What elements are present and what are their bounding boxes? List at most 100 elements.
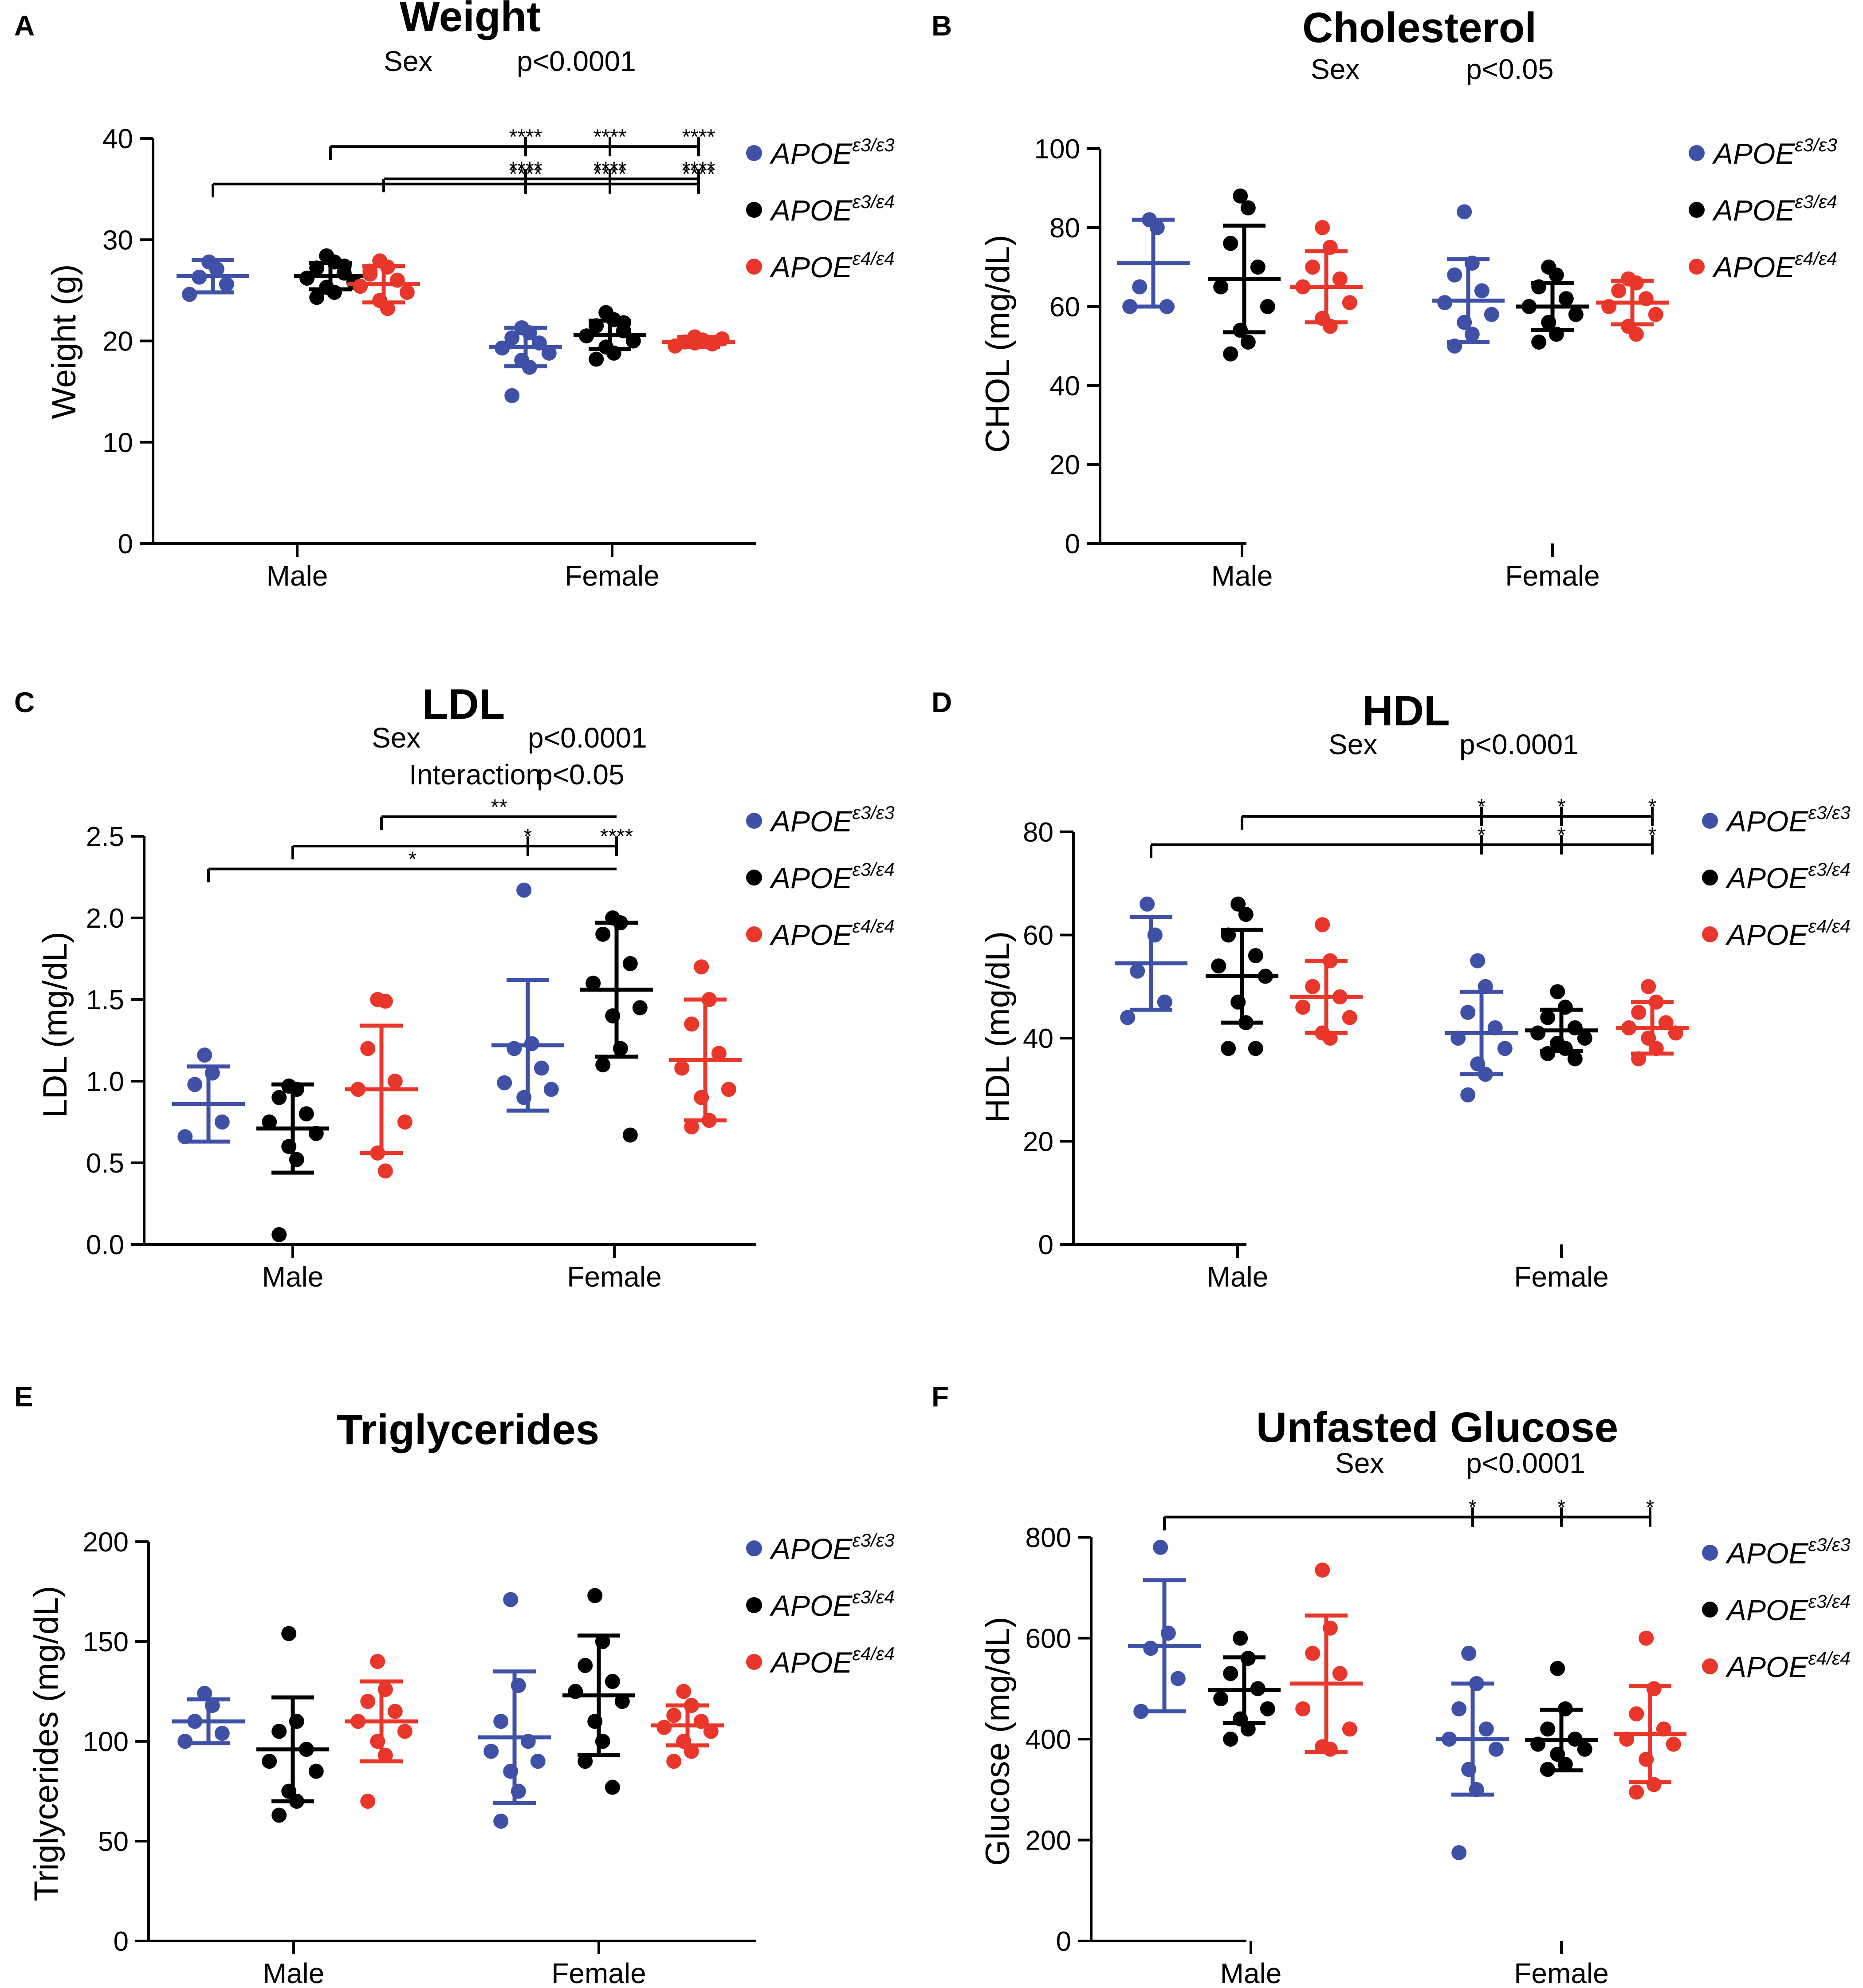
legend-marker bbox=[1702, 1602, 1718, 1618]
data-point bbox=[578, 1658, 593, 1673]
legend-marker bbox=[1702, 1658, 1718, 1674]
legend-item: APOEε3/ε3 bbox=[746, 802, 895, 838]
data-point bbox=[397, 1114, 413, 1130]
data-point bbox=[1577, 1741, 1592, 1757]
significance-stars: **** bbox=[509, 163, 542, 186]
legend-label-base: APOE bbox=[1725, 805, 1808, 838]
legend-label-superscript: ε3/ε4 bbox=[852, 859, 894, 880]
data-point bbox=[271, 1724, 287, 1739]
data-point bbox=[1305, 1646, 1321, 1661]
legend-label: APOEε3/ε4 bbox=[1725, 1591, 1851, 1626]
panel-letter: D bbox=[932, 686, 952, 718]
y-tick-label: 0.0 bbox=[86, 1230, 124, 1260]
y-tick-label: 100 bbox=[83, 1727, 129, 1757]
legend-item: APOEε3/ε3 bbox=[1702, 1534, 1851, 1570]
series-group bbox=[669, 959, 742, 1135]
data-point bbox=[387, 1704, 403, 1719]
data-point bbox=[197, 1047, 212, 1063]
series-group bbox=[1290, 220, 1363, 334]
data-point bbox=[1223, 1732, 1238, 1747]
data-point bbox=[360, 1694, 376, 1709]
data-point bbox=[1342, 295, 1357, 311]
data-point bbox=[1568, 307, 1584, 322]
significance-bracket: **** **** **** bbox=[329, 125, 715, 160]
y-tick-label: 20 bbox=[102, 327, 133, 357]
y-tick-label: 80 bbox=[1049, 213, 1080, 244]
legend-item: APOEε3/ε3 bbox=[746, 134, 895, 170]
series-group bbox=[1516, 260, 1589, 350]
y-tick-label: 200 bbox=[83, 1527, 129, 1558]
x-tick-label: Male bbox=[1211, 560, 1273, 592]
data-point bbox=[1488, 1741, 1504, 1757]
legend-marker bbox=[746, 870, 762, 886]
legend-label: APOEε3/ε4 bbox=[1712, 191, 1837, 227]
x-tick-label: Female bbox=[565, 560, 659, 592]
data-point bbox=[622, 956, 638, 972]
legend-label-superscript: ε4/ε4 bbox=[852, 1643, 894, 1664]
data-point bbox=[1223, 1666, 1238, 1681]
data-point bbox=[1305, 260, 1321, 275]
y-tick-label: 40 bbox=[102, 124, 133, 154]
data-point bbox=[1461, 1646, 1477, 1661]
series-group bbox=[489, 320, 562, 403]
x-tick-label: Female bbox=[1514, 1957, 1608, 1988]
data-point bbox=[262, 1114, 277, 1130]
data-point bbox=[1211, 958, 1226, 974]
series-group bbox=[1208, 188, 1281, 362]
stat-label: Sex bbox=[1335, 1447, 1384, 1479]
chart-title: HDL bbox=[1362, 687, 1450, 735]
x-tick-label: Female bbox=[1514, 1261, 1608, 1293]
series-group bbox=[1525, 1661, 1598, 1777]
data-point bbox=[1240, 335, 1256, 350]
y-tick-label: 60 bbox=[1049, 292, 1080, 323]
series-group bbox=[1445, 953, 1518, 1102]
legend-item: APOEε3/ε3 bbox=[1702, 802, 1851, 838]
legend-item: APOEε4/ε4 bbox=[746, 1643, 895, 1679]
data-point bbox=[387, 1074, 403, 1089]
significance-stars: **** bbox=[593, 125, 627, 149]
legend-label: APOEε4/ε4 bbox=[1712, 248, 1837, 283]
y-tick-label: 10 bbox=[102, 428, 133, 458]
legend-marker bbox=[1702, 870, 1718, 886]
series-group bbox=[1290, 917, 1363, 1046]
legend-label-base: APOE bbox=[1725, 1650, 1808, 1683]
panel-letter: B bbox=[932, 10, 952, 42]
significance-stars: * bbox=[1648, 823, 1657, 847]
data-point bbox=[1230, 896, 1246, 912]
y-tick-label: 0 bbox=[114, 1926, 129, 1957]
legend-label: APOEε3/ε3 bbox=[1725, 1534, 1851, 1570]
data-point bbox=[1457, 204, 1472, 220]
legend-item: APOEε3/ε4 bbox=[746, 191, 895, 227]
series-group bbox=[662, 329, 735, 354]
data-point bbox=[1478, 1721, 1494, 1737]
data-point bbox=[586, 976, 601, 991]
series-group bbox=[1117, 212, 1190, 314]
legend-item: APOEε3/ε4 bbox=[746, 859, 895, 894]
stat-label: Sex bbox=[384, 45, 432, 77]
data-point bbox=[281, 1626, 297, 1641]
series-group bbox=[478, 1592, 551, 1829]
data-point bbox=[271, 1090, 287, 1105]
data-point bbox=[1531, 335, 1547, 350]
data-point bbox=[360, 1794, 376, 1809]
data-point bbox=[1460, 1004, 1476, 1020]
legend-label-superscript: ε4/ε4 bbox=[852, 248, 894, 269]
data-point bbox=[271, 1807, 287, 1823]
series-group bbox=[256, 1079, 329, 1242]
stat-value: p<0.0001 bbox=[1459, 728, 1579, 760]
data-point bbox=[309, 290, 325, 305]
data-point bbox=[1639, 1630, 1654, 1646]
legend-label: APOEε3/ε4 bbox=[769, 859, 895, 894]
legend-label-base: APOE bbox=[769, 1532, 853, 1565]
data-point bbox=[1332, 271, 1348, 287]
data-point bbox=[541, 345, 557, 361]
y-tick-label: 50 bbox=[98, 1827, 129, 1857]
legend-label: APOEε3/ε4 bbox=[769, 1586, 895, 1622]
y-tick-label: 0 bbox=[118, 529, 133, 559]
data-point bbox=[353, 279, 368, 294]
legend-label: APOEε3/ε3 bbox=[1712, 134, 1837, 170]
data-point bbox=[1233, 1630, 1248, 1646]
y-tick-label: 1.0 bbox=[86, 1067, 124, 1097]
